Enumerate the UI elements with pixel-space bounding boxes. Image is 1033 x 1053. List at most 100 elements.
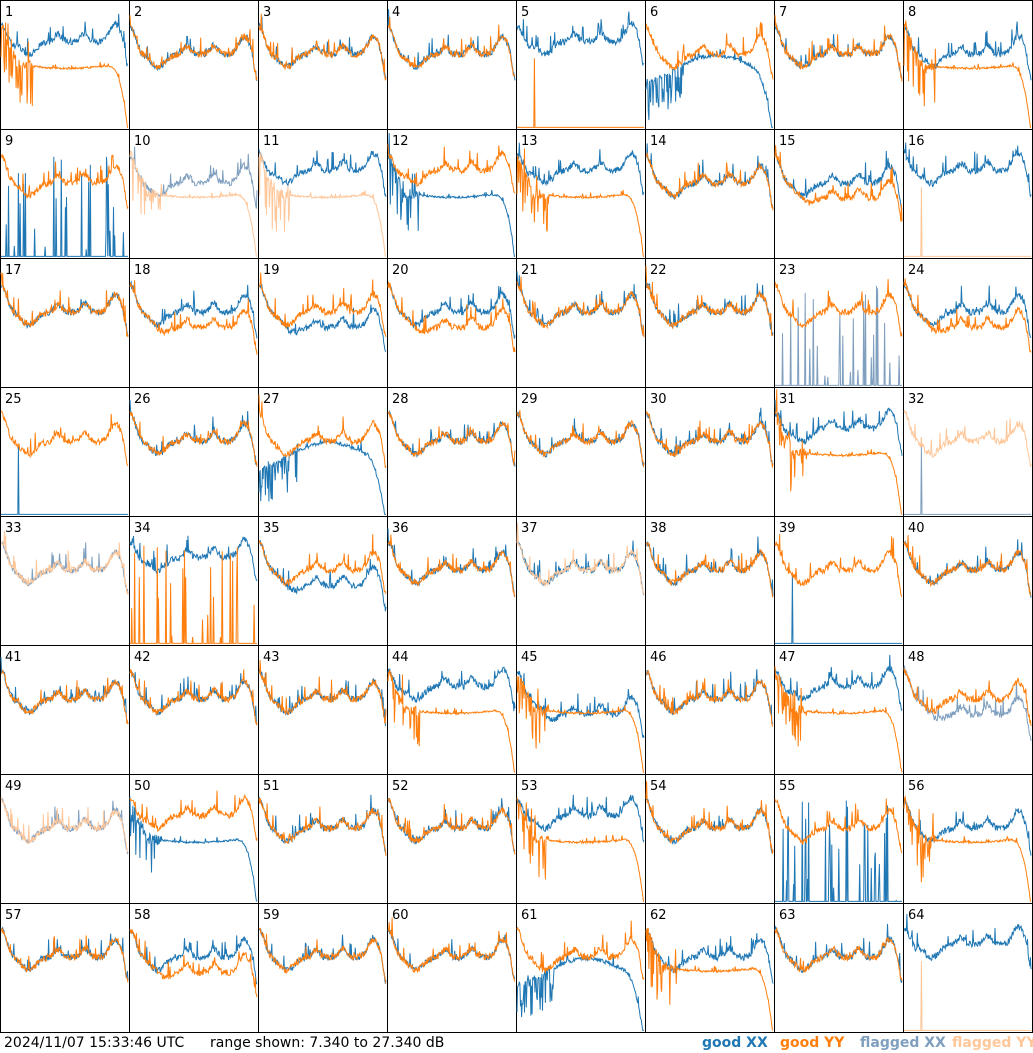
trace-yy-29 [516, 410, 645, 468]
trace-yy-8 [903, 20, 1031, 128]
panel-35: 35 [258, 516, 388, 646]
panel-52: 52 [387, 774, 517, 904]
trace-yy-10 [129, 150, 258, 257]
panel-label: 6 [650, 5, 658, 20]
panel-label: 39 [779, 521, 796, 536]
trace-xx-9 [1, 156, 128, 257]
legend-flagged-yy: flagged YY [952, 1035, 1033, 1051]
trace-xx-20 [387, 282, 516, 339]
panel-label: 2 [134, 5, 142, 20]
panel-label: 40 [908, 521, 925, 536]
panel-13: 13 [516, 129, 646, 259]
panel-label: 23 [779, 263, 796, 278]
trace-yy-52 [387, 797, 516, 855]
panel-9: 9 [0, 129, 130, 259]
panel-label: 62 [650, 908, 667, 923]
panel-label: 18 [134, 263, 151, 278]
panel-29: 29 [516, 387, 646, 517]
panel-6: 6 [645, 0, 775, 130]
panel-19: 19 [258, 258, 388, 388]
panel-label: 10 [134, 134, 151, 149]
panel-border [516, 0, 646, 130]
panel-47: 47 [774, 645, 904, 775]
panel-label: 60 [392, 908, 409, 923]
panel-label: 15 [779, 134, 796, 149]
trace-xx-32 [904, 445, 1031, 515]
trace-yy-12 [387, 143, 515, 194]
panel-label: 48 [908, 650, 925, 665]
panel-label: 12 [392, 134, 409, 149]
trace-yy-64 [904, 961, 1031, 1031]
panel-label: 42 [134, 650, 151, 665]
legend-good-yy: good YY [780, 1035, 845, 1051]
panel-border [129, 0, 259, 130]
trace-xx-61 [516, 952, 644, 1031]
panel-label: 26 [134, 392, 151, 407]
panel-label: 32 [908, 392, 925, 407]
panel-26: 26 [129, 387, 259, 517]
panel-61: 61 [516, 903, 646, 1033]
trace-xx-38 [646, 536, 774, 597]
trace-xx-34 [129, 535, 258, 582]
trace-xx-31 [774, 399, 903, 456]
panel-59: 59 [258, 903, 388, 1033]
panel-14: 14 [645, 129, 775, 259]
panel-label: 37 [521, 521, 538, 536]
trace-yy-25 [0, 410, 129, 467]
panel-label: 5 [521, 5, 529, 20]
panel-63: 63 [774, 903, 904, 1033]
trace-xx-44 [387, 666, 516, 712]
trace-yy-18 [129, 280, 258, 355]
trace-xx-60 [387, 928, 516, 979]
trace-yy-35 [258, 534, 387, 595]
trace-yy-17 [0, 272, 129, 338]
trace-xx-55 [775, 800, 902, 902]
trace-yy-49 [0, 797, 129, 853]
panel-4: 4 [387, 0, 517, 130]
trace-xx-21 [516, 271, 645, 337]
trace-yy-22 [645, 265, 774, 337]
trace-yy-63 [774, 927, 903, 982]
trace-yy-27 [258, 394, 387, 468]
trace-xx-22 [645, 281, 774, 337]
panel-39: 39 [774, 516, 904, 646]
panel-62: 62 [645, 903, 775, 1033]
trace-yy-19 [258, 272, 387, 338]
trace-yy-55 [774, 798, 903, 854]
panel-label: 58 [134, 908, 151, 923]
trace-xx-64 [903, 914, 1032, 970]
panel-label: 25 [5, 392, 22, 407]
panel-48: 48 [903, 645, 1033, 775]
panel-label: 38 [650, 521, 667, 536]
trace-yy-50 [129, 790, 258, 841]
panel-54: 54 [645, 774, 775, 904]
trace-xx-13 [516, 142, 645, 196]
trace-xx-10 [129, 146, 258, 209]
panel-31: 31 [774, 387, 904, 517]
panel-16: 16 [903, 129, 1033, 259]
trace-yy-56 [903, 794, 1031, 902]
trace-yy-32 [903, 409, 1032, 467]
trace-xx-11 [258, 149, 387, 198]
trace-yy-60 [387, 917, 516, 982]
trace-yy-9 [0, 153, 129, 210]
trace-yy-59 [258, 927, 387, 984]
panel-label: 46 [650, 650, 667, 665]
panel-label: 7 [779, 5, 787, 20]
trace-xx-48 [903, 665, 1032, 742]
trace-yy-14 [645, 151, 774, 211]
panel-label: 61 [521, 908, 538, 923]
panel-label: 19 [263, 263, 280, 278]
trace-yy-3 [258, 13, 387, 81]
panel-53: 53 [516, 774, 646, 904]
panel-57: 57 [0, 903, 130, 1033]
panel-7: 7 [774, 0, 904, 130]
panel-label: 24 [908, 263, 925, 278]
panel-label: 55 [779, 779, 796, 794]
panel-label: 34 [134, 521, 151, 536]
trace-xx-16 [903, 142, 1032, 197]
trace-xx-52 [387, 797, 516, 852]
trace-yy-41 [0, 669, 129, 725]
panel-label: 21 [521, 263, 538, 278]
panel-label: 54 [650, 779, 667, 794]
